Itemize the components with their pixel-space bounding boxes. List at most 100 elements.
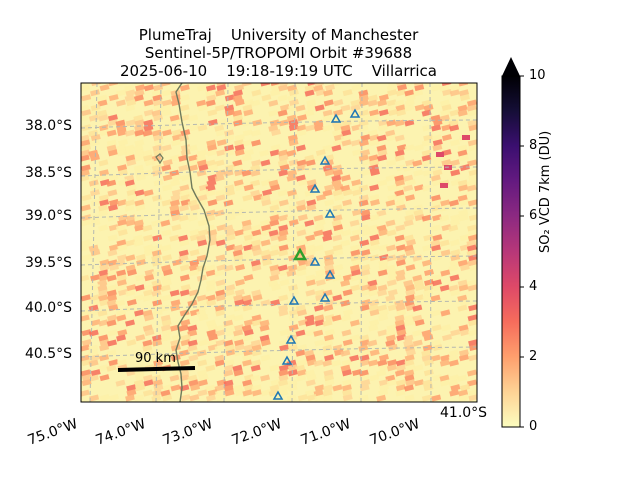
so2-pixel xyxy=(81,144,92,152)
so2-pixel xyxy=(278,154,289,162)
so2-pixel xyxy=(251,159,262,167)
villarrica-marker xyxy=(292,247,308,261)
so2-pixel xyxy=(161,144,172,152)
so2-pixel xyxy=(232,94,243,102)
so2-pixel xyxy=(422,379,433,387)
so2-pixel xyxy=(394,174,405,182)
so2-pixel xyxy=(421,139,432,147)
so2-pixel xyxy=(440,354,451,362)
so2-pixel xyxy=(405,94,416,102)
so2-pixel xyxy=(404,344,415,352)
so2-pixel xyxy=(196,234,207,242)
so2-pixel xyxy=(133,114,144,122)
so2-pixel xyxy=(215,339,226,347)
so2-pixel xyxy=(466,244,477,252)
so2-pixel xyxy=(98,364,109,372)
so2-pixel xyxy=(314,124,325,132)
so2-pixel xyxy=(288,139,299,147)
so2-pixel xyxy=(332,294,343,302)
so2-pixel xyxy=(206,299,217,307)
so2-pixel xyxy=(187,199,198,207)
so2-pixel xyxy=(369,234,380,242)
so2-pixel xyxy=(125,119,136,127)
colorbar-tick: 2 xyxy=(529,349,538,364)
so2-pixel xyxy=(188,379,199,387)
so2-pixel xyxy=(234,99,245,107)
so2-pixel xyxy=(332,189,343,197)
grid-lat-40-5 xyxy=(81,346,477,358)
colorbar-gradient xyxy=(502,76,520,427)
so2-pixel xyxy=(142,129,153,137)
so2-pixel xyxy=(198,339,209,347)
so2-pixel xyxy=(295,329,306,337)
so2-pixel xyxy=(134,284,145,292)
so2-pixel xyxy=(459,244,470,252)
so2-pixel xyxy=(278,309,289,317)
so2-pixel xyxy=(134,139,145,147)
so2-pixel xyxy=(151,259,162,267)
so2-pixel xyxy=(359,384,370,392)
so2-pixel xyxy=(107,339,118,347)
so2-pixel xyxy=(404,354,415,362)
so2-pixel xyxy=(431,179,442,187)
so2-pixel xyxy=(81,124,92,132)
so2-pixel xyxy=(297,179,308,187)
so2-pixel xyxy=(322,144,333,152)
so2-pixel xyxy=(404,384,414,392)
so2-pixel xyxy=(349,264,360,272)
so2-pixel xyxy=(360,169,371,177)
so2-pixel xyxy=(403,314,414,322)
so2-pixel xyxy=(340,279,351,287)
so2-pixel xyxy=(126,339,137,347)
so2-pixel xyxy=(431,244,441,252)
so2-pixel xyxy=(124,149,135,157)
so2-pixel xyxy=(395,83,406,87)
so2-pixel xyxy=(394,99,405,107)
so2-pixel xyxy=(234,344,245,352)
so2-pixel xyxy=(133,239,144,247)
so2-pixel xyxy=(151,289,162,297)
so2-pixel xyxy=(430,249,441,257)
so2-pixel xyxy=(215,389,226,397)
so2-pixel xyxy=(341,384,352,392)
so2-pixel xyxy=(296,269,307,277)
so2-pixel xyxy=(377,154,388,162)
so2-pixel xyxy=(387,304,398,312)
so2-pixel xyxy=(232,364,243,372)
so2-pixel xyxy=(223,339,234,347)
so2-pixel xyxy=(331,274,342,282)
so2-pixel xyxy=(340,104,351,112)
so2-pixel xyxy=(441,159,452,167)
so2-pixel xyxy=(109,394,119,402)
so2-pixel xyxy=(162,254,172,262)
so2-pixel xyxy=(385,129,396,137)
so2-pixel xyxy=(432,159,443,167)
so2-pixel xyxy=(324,329,335,337)
so2-pixel xyxy=(161,264,172,272)
so2-pixel xyxy=(376,134,387,142)
so2-pixel xyxy=(449,349,459,357)
so2-pixel xyxy=(395,269,406,277)
so2-pixel xyxy=(187,144,198,152)
so2-pixel xyxy=(225,329,236,337)
so2-pixel xyxy=(142,324,153,332)
so2-pixel xyxy=(126,99,137,107)
so2-pixel xyxy=(458,394,469,402)
so2-pixel xyxy=(225,164,236,172)
so2-pixel xyxy=(340,134,351,142)
so2-pixel xyxy=(368,114,379,122)
so2-pixel xyxy=(332,164,343,172)
so2-pixel xyxy=(160,274,171,282)
so2-pixel xyxy=(235,264,245,272)
so2-pixel xyxy=(225,189,236,197)
so2-pixel xyxy=(260,339,271,347)
so2-pixel xyxy=(269,249,280,257)
so2-pixel xyxy=(180,284,191,292)
so2-pixel xyxy=(116,314,127,322)
so2-pixel xyxy=(98,194,109,202)
so2-pixel xyxy=(467,109,477,117)
so2-pixel xyxy=(134,309,145,317)
so2-pixel xyxy=(215,189,226,197)
so2-pixel xyxy=(81,254,92,262)
so2-pixel xyxy=(342,289,353,297)
